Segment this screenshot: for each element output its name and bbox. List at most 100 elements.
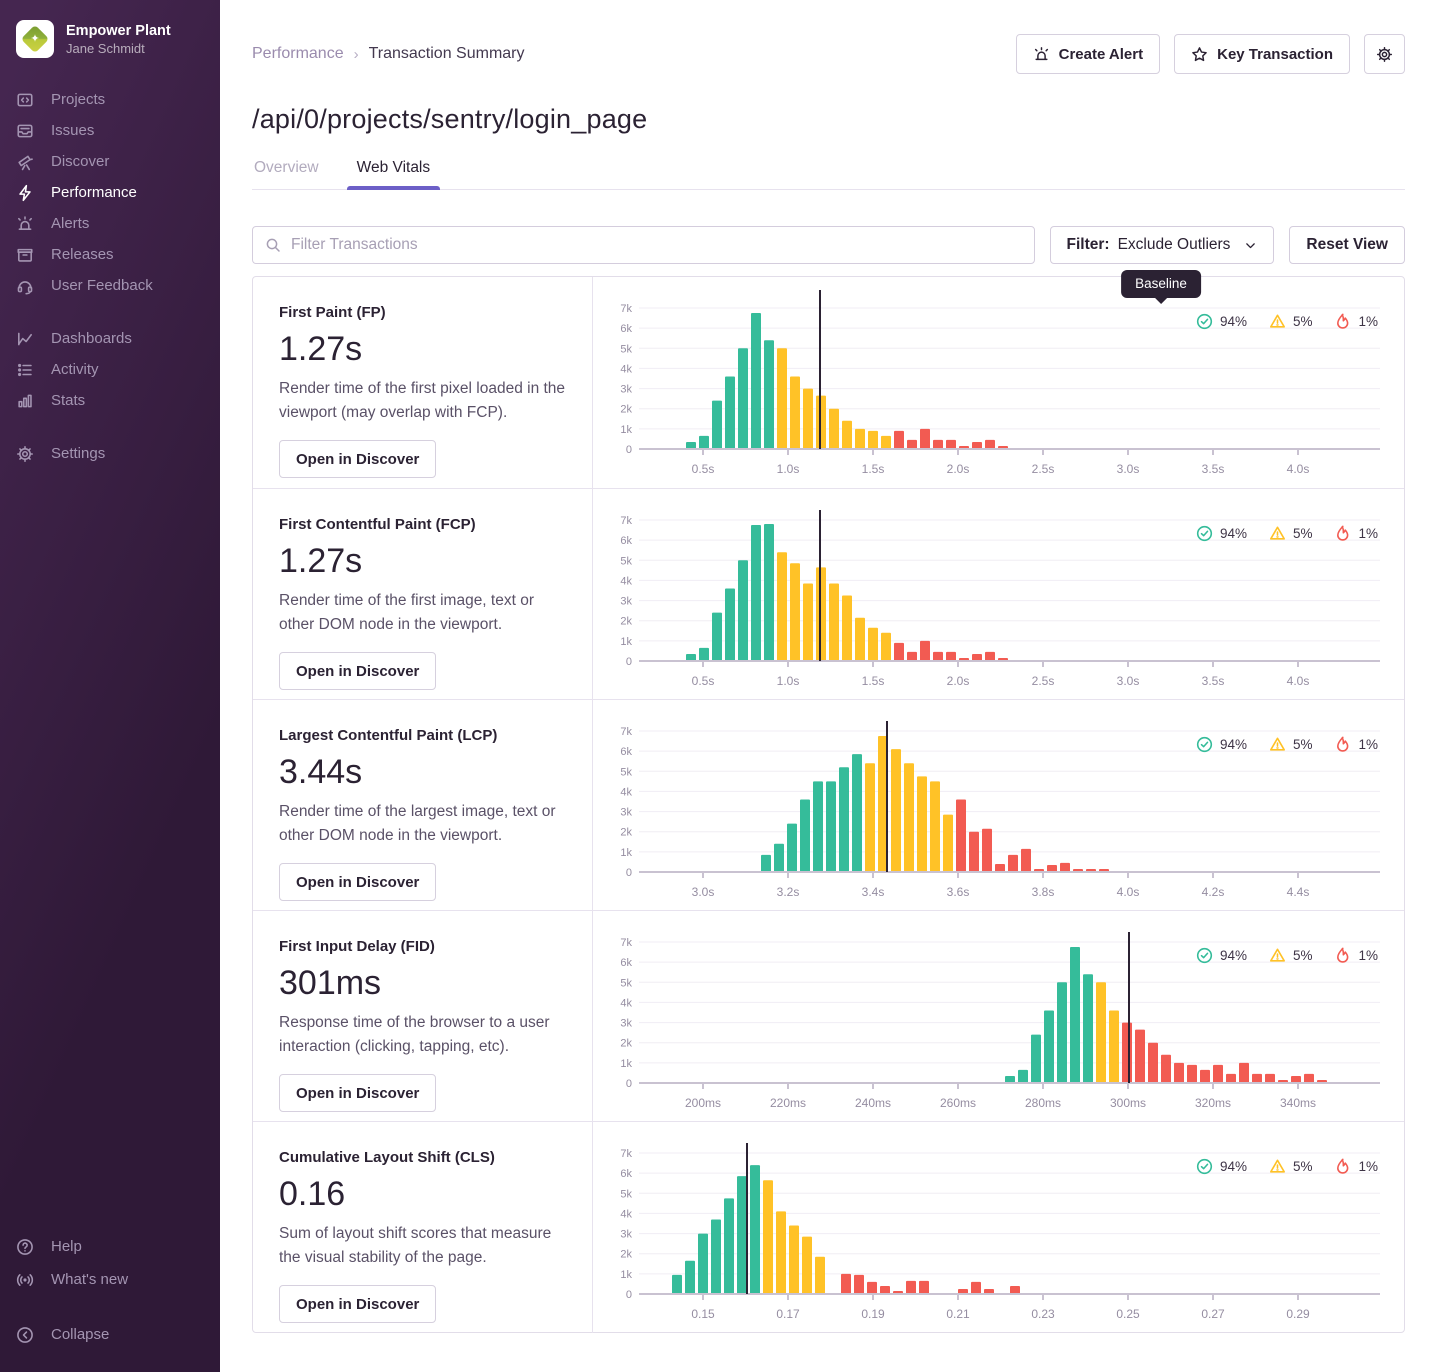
main-content: Performance › Transaction Summary Create… <box>220 0 1440 1372</box>
sidebar-item-discover[interactable]: Discover <box>0 146 220 177</box>
sidebar-item-dashboards[interactable]: Dashboards <box>0 323 220 354</box>
warning-triangle-icon <box>1269 948 1285 962</box>
sidebar-item-whats-new[interactable]: What's new <box>0 1264 220 1295</box>
svg-text:4k: 4k <box>620 1208 632 1220</box>
warning-triangle-icon <box>1269 526 1285 540</box>
tab-overview[interactable]: Overview <box>254 159 319 176</box>
vital-value: 0.16 <box>279 1175 346 1213</box>
vital-name: First Contentful Paint (FCP) <box>279 516 476 533</box>
key-transaction-button[interactable]: Key Transaction <box>1174 34 1350 74</box>
performance-icon <box>19 184 31 201</box>
filter-dropdown[interactable]: Filter: Exclude Outliers <box>1049 226 1275 264</box>
fp-histogram[interactable]: 0 1k 2k 3k 4k 5k 6k 7k 0.5s 1.0s 1.5s 2.0s 2.5s 3.0s 3… <box>593 277 1404 488</box>
help-icon <box>17 1238 33 1255</box>
svg-text:0: 0 <box>626 656 632 668</box>
svg-text:4.2s: 4.2s <box>1202 885 1225 899</box>
collapse-icon <box>17 1326 33 1343</box>
vital-description: Render time of the first image, text or … <box>279 592 534 633</box>
open-in-discover-button[interactable]: Open in Discover <box>279 1285 437 1324</box>
svg-text:3.4s: 3.4s <box>862 885 885 899</box>
svg-text:6k: 6k <box>620 1168 632 1180</box>
good-pct: 94% <box>1219 314 1247 329</box>
create-alert-button[interactable]: Create Alert <box>1015 34 1161 74</box>
breadcrumb: Performance › Transaction Summary <box>252 45 525 63</box>
open-in-discover-button[interactable]: Open in Discover <box>279 863 437 902</box>
svg-text:220ms: 220ms <box>770 1096 806 1110</box>
breadcrumb-performance[interactable]: Performance <box>252 45 344 62</box>
svg-text:340ms: 340ms <box>1280 1096 1316 1110</box>
sidebar-item-alerts[interactable]: Alerts <box>0 208 220 239</box>
sidebar-item-releases[interactable]: Releases <box>0 239 220 270</box>
vital-row-fcp: First Contentful Paint (FCP) 1.27s Rende… <box>253 488 1404 700</box>
issues-icon <box>17 124 33 137</box>
sidebar-footer: Help What's new Collapse <box>0 1231 220 1350</box>
svg-text:280ms: 280ms <box>1025 1096 1061 1110</box>
svg-text:4k: 4k <box>620 997 632 1009</box>
vital-card-fcp: First Contentful Paint (FCP) 1.27s Rende… <box>253 489 593 700</box>
svg-text:3k: 3k <box>620 384 632 396</box>
vital-description: Response time of the browser to a user i… <box>279 1014 550 1055</box>
sidebar-item-label: Stats <box>51 392 86 409</box>
open-in-discover-button[interactable]: Open in Discover <box>279 440 437 479</box>
fid-histogram[interactable]: 0 1k 2k 3k 4k 5k 6k 7k 200ms 220ms 240ms 260ms 280ms… <box>593 911 1404 1122</box>
svg-text:1k: 1k <box>620 636 632 648</box>
org-switcher[interactable]: Empower Plant Jane Schmidt <box>0 20 220 84</box>
svg-text:0.5s: 0.5s <box>692 674 715 688</box>
sidebar-item-collapse[interactable]: Collapse <box>0 1319 220 1350</box>
broadcast-icon <box>16 1273 34 1286</box>
baseline-tooltip: Baseline <box>1121 270 1201 298</box>
svg-text:2k: 2k <box>620 827 632 839</box>
svg-text:320ms: 320ms <box>1195 1096 1231 1110</box>
settings-button[interactable] <box>1364 34 1405 74</box>
open-in-discover-button[interactable]: Open in Discover <box>279 1074 437 1113</box>
poor-pct: 1% <box>1358 314 1378 329</box>
check-circle-icon <box>1196 947 1213 964</box>
svg-text:5k: 5k <box>620 343 632 355</box>
vital-card-lcp: Largest Contentful Paint (LCP) 3.44s Ren… <box>253 700 593 911</box>
page-title: /api/0/projects/sentry/login_page <box>252 104 648 134</box>
tab-web-vitals[interactable]: Web Vitals <box>346 159 440 190</box>
svg-text:0: 0 <box>626 444 632 456</box>
svg-text:2.5s: 2.5s <box>1032 462 1055 476</box>
sidebar-item-settings[interactable]: Settings <box>0 438 220 469</box>
siren-icon <box>1034 46 1048 60</box>
sidebar-item-activity[interactable]: Activity <box>0 354 220 385</box>
svg-text:4.0s: 4.0s <box>1287 462 1310 476</box>
svg-text:6k: 6k <box>620 323 632 335</box>
vital-value: 301ms <box>279 964 382 1002</box>
svg-text:7k: 7k <box>620 726 632 738</box>
svg-text:7k: 7k <box>620 303 632 315</box>
sidebar-nav-primary: Projects Issues Discover Performance Ale… <box>0 84 220 301</box>
sidebar-item-stats[interactable]: Stats <box>0 385 220 416</box>
vital-thresholds: 94% 5% 1% <box>1196 736 1378 753</box>
filter-label: Filter: <box>1066 236 1110 253</box>
good-pct: 94% <box>1219 737 1247 752</box>
sidebar-item-help[interactable]: Help <box>0 1231 220 1262</box>
org-logo <box>16 20 54 58</box>
svg-text:4k: 4k <box>620 575 632 587</box>
sidebar-item-label: Projects <box>51 91 106 108</box>
fcp-histogram[interactable]: 0 1k 2k 3k 4k 5k 6k 7k 0.5s 1.0s 1.5s 2.0s 2.5s 3.0s 3… <box>593 489 1404 700</box>
cls-histogram[interactable]: 0 1k 2k 3k 4k 5k 6k 7k 0.15 0.17 0.19 0.21 0.23 0.25 0… <box>593 1122 1404 1333</box>
svg-text:4k: 4k <box>620 363 632 375</box>
filter-transactions-input[interactable] <box>252 226 1035 264</box>
open-in-discover-button[interactable]: Open in Discover <box>279 652 437 691</box>
warning-triangle-icon <box>1269 737 1285 751</box>
sidebar-nav-settings: Settings <box>0 438 220 469</box>
sidebar-item-projects[interactable]: Projects <box>0 84 220 115</box>
sidebar-item-performance[interactable]: Performance <box>0 177 220 208</box>
sidebar-item-user-feedback[interactable]: User Feedback <box>0 270 220 301</box>
sidebar-item-issues[interactable]: Issues <box>0 115 220 146</box>
svg-text:1k: 1k <box>620 1269 632 1281</box>
vital-row-lcp: Largest Contentful Paint (LCP) 3.44s Ren… <box>253 699 1404 911</box>
filter-value: Exclude Outliers <box>1117 236 1231 253</box>
reset-view-button[interactable]: Reset View <box>1289 226 1405 264</box>
gear-icon <box>17 445 33 462</box>
lcp-histogram[interactable]: 0 1k 2k 3k 4k 5k 6k 7k 3.0s 3.2s 3.4s 3.6s 3.8s 4.0s 4… <box>593 700 1404 911</box>
svg-text:4.4s: 4.4s <box>1287 885 1310 899</box>
svg-text:3.5s: 3.5s <box>1202 462 1225 476</box>
svg-text:3.5s: 3.5s <box>1202 674 1225 688</box>
flame-icon <box>1337 736 1349 752</box>
svg-text:3.0s: 3.0s <box>1117 462 1140 476</box>
flame-icon <box>1337 947 1349 963</box>
